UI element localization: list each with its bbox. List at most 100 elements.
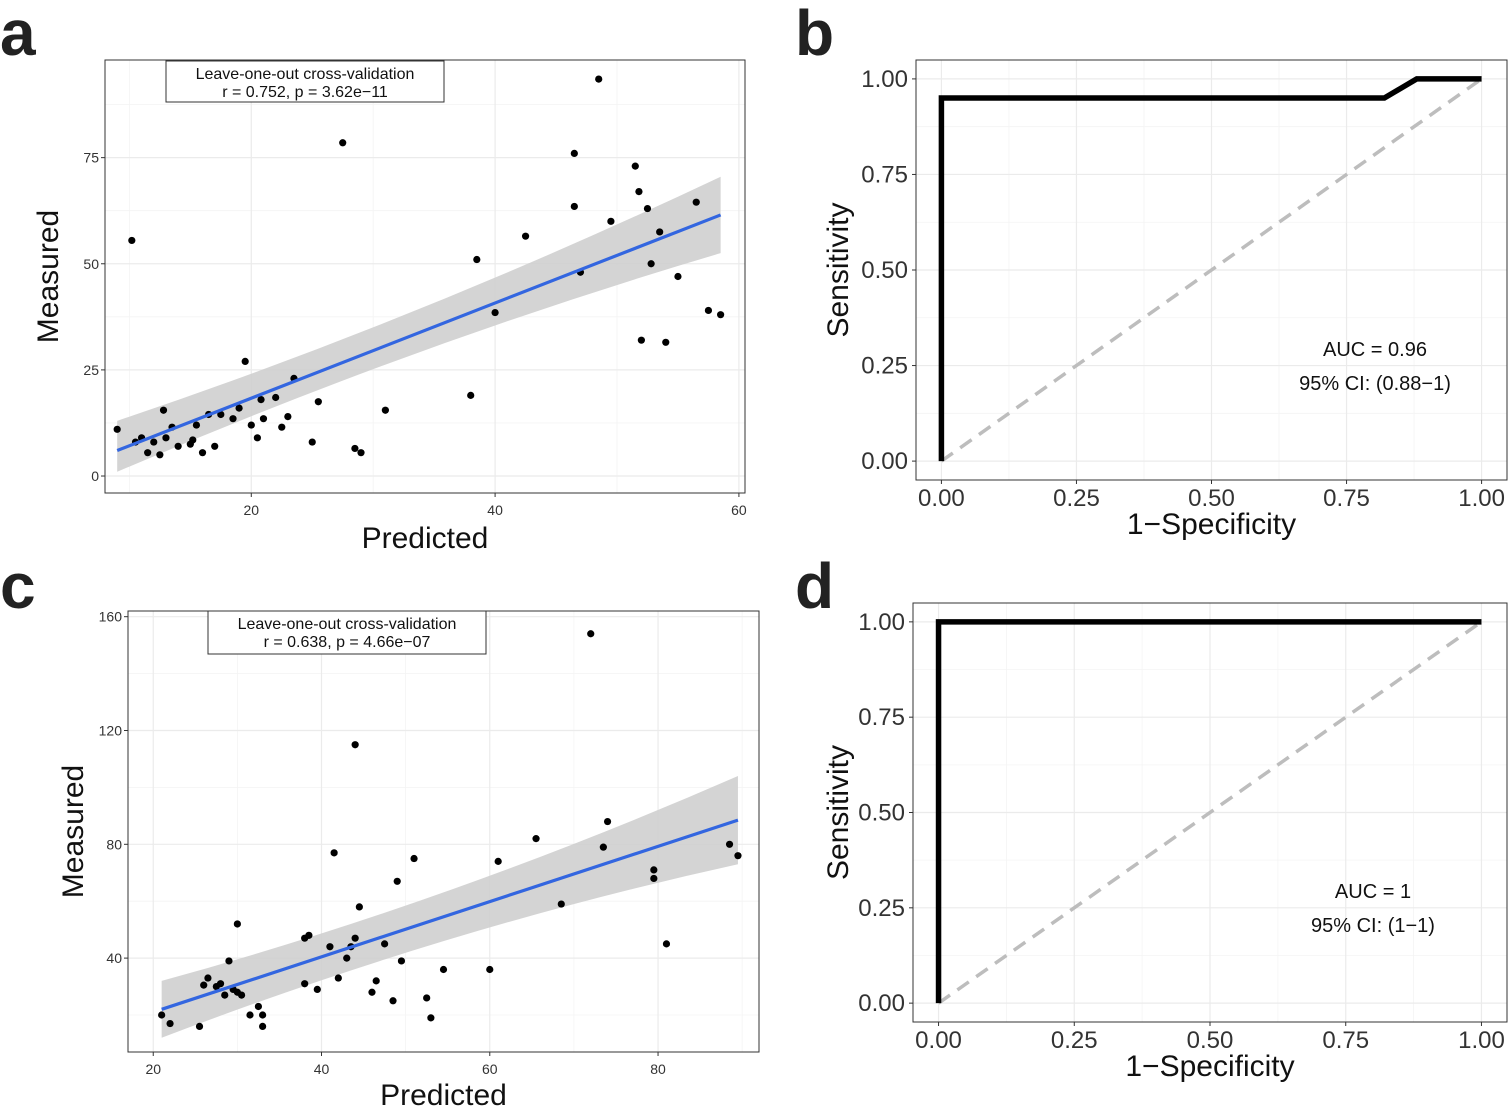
x-tick-label: 80	[650, 1061, 666, 1077]
data-point	[427, 1014, 435, 1022]
auc-label: AUC = 1	[1335, 881, 1411, 903]
y-tick-label: 0.00	[861, 448, 908, 475]
y-tick-label: 160	[99, 609, 123, 625]
y-tick-label: 25	[83, 362, 99, 378]
data-point	[162, 434, 170, 442]
y-axis-title: Measured	[32, 210, 65, 343]
data-point	[734, 852, 742, 860]
x-tick-label: 0.50	[1187, 1027, 1234, 1054]
x-tick-label: 0.75	[1322, 1027, 1369, 1054]
data-point	[381, 406, 389, 414]
data-point	[381, 940, 389, 948]
x-tick-label: 0.25	[1053, 485, 1100, 512]
data-point	[343, 954, 351, 962]
data-point	[351, 741, 359, 749]
data-point	[159, 406, 168, 414]
data-point	[393, 877, 401, 885]
ci-label: 95% CI: (0.88−1)	[1299, 373, 1451, 395]
x-axis-title: Predicted	[362, 522, 489, 555]
data-point	[308, 438, 316, 446]
annotation-box	[207, 610, 487, 655]
panel-label-b: b	[795, 0, 834, 69]
data-point	[357, 449, 365, 457]
data-point	[631, 162, 639, 170]
data-point	[247, 421, 255, 429]
data-point	[156, 451, 164, 459]
plot-frame	[915, 59, 1508, 481]
data-point	[635, 187, 643, 196]
x-tick-label: 1.00	[1458, 1027, 1505, 1054]
data-point	[637, 336, 645, 344]
data-point	[587, 630, 595, 638]
data-point	[570, 202, 578, 211]
annotation-box	[165, 60, 445, 103]
data-point	[150, 438, 158, 446]
data-point	[198, 449, 207, 457]
data-point	[330, 849, 338, 857]
data-point	[235, 404, 243, 412]
panel-c: c 20 40 60 80 40 80 120 160 Predicted Measured Leav…	[0, 550, 760, 1107]
annotation-line-1: Leave-one-out cross-validation	[238, 616, 457, 633]
data-point	[647, 260, 655, 268]
data-point	[334, 974, 342, 982]
panel-b: b 0.00 0.25 0.50 0.75 1.00 0.00 0.25 0.50 0.75 1.0…	[795, 0, 1508, 541]
data-point	[233, 920, 241, 928]
data-point	[259, 1022, 267, 1030]
y-tick-label: 0.25	[861, 353, 908, 380]
x-axis-title: Predicted	[380, 1079, 507, 1107]
x-tick-label: 40	[314, 1061, 330, 1077]
data-point	[237, 991, 246, 999]
y-tick-label: 1.00	[858, 609, 905, 636]
data-point	[278, 423, 286, 431]
x-tick-label: 0.75	[1323, 485, 1370, 512]
panel-label-a: a	[0, 0, 36, 69]
data-point	[692, 198, 700, 206]
data-point	[259, 1011, 267, 1019]
y-tick-label: 75	[83, 150, 99, 166]
y-tick-label: 40	[106, 950, 122, 966]
roc-curve	[935, 619, 1482, 1004]
y-axis-title: Sensitivity	[822, 745, 855, 880]
x-tick-label: 20	[145, 1061, 161, 1077]
data-point	[372, 977, 380, 985]
data-point	[225, 957, 233, 965]
plot-frame	[912, 602, 1508, 1023]
data-point	[486, 965, 494, 974]
data-point	[607, 217, 615, 225]
data-point	[301, 980, 309, 988]
panel-d: d 0.00 0.25 0.50 0.75 1.00 0.00 0.25 0.50 0.75 1.0…	[795, 550, 1508, 1083]
reference-diagonal	[940, 77, 1483, 463]
data-point	[351, 444, 359, 453]
data-point	[439, 965, 448, 974]
data-point	[272, 393, 280, 402]
auc-label: AUC = 0.96	[1323, 339, 1427, 361]
y-tick-label: 50	[83, 256, 99, 272]
y-tick-label: 0.75	[861, 161, 908, 188]
y-tick-label: 0	[91, 468, 99, 484]
x-tick-label: 60	[482, 1061, 498, 1077]
data-point	[174, 442, 182, 450]
annotation-line-1: Leave-one-out cross-validation	[196, 66, 415, 83]
data-point	[313, 985, 321, 994]
data-point	[717, 311, 725, 319]
x-tick-label: 0.00	[915, 1027, 962, 1054]
data-point	[221, 991, 229, 999]
panel-a: a 20 40 60 0 25 50 75 Predicted Measured Leave-one…	[0, 0, 747, 555]
x-tick-label: 20	[243, 502, 259, 518]
plot-frame	[127, 610, 760, 1053]
x-axis-title: 1−Specificity	[1125, 1050, 1294, 1083]
data-point	[410, 854, 418, 863]
data-point	[339, 139, 347, 147]
data-point	[246, 1011, 254, 1019]
x-tick-label: 0.00	[918, 485, 965, 512]
y-tick-label: 120	[99, 722, 123, 738]
data-point	[113, 425, 121, 433]
confidence-band	[161, 776, 738, 1038]
data-point	[595, 75, 603, 83]
data-point	[643, 204, 652, 213]
data-point	[200, 981, 208, 989]
data-point	[216, 980, 225, 988]
data-point	[397, 957, 406, 965]
data-point	[259, 415, 268, 423]
